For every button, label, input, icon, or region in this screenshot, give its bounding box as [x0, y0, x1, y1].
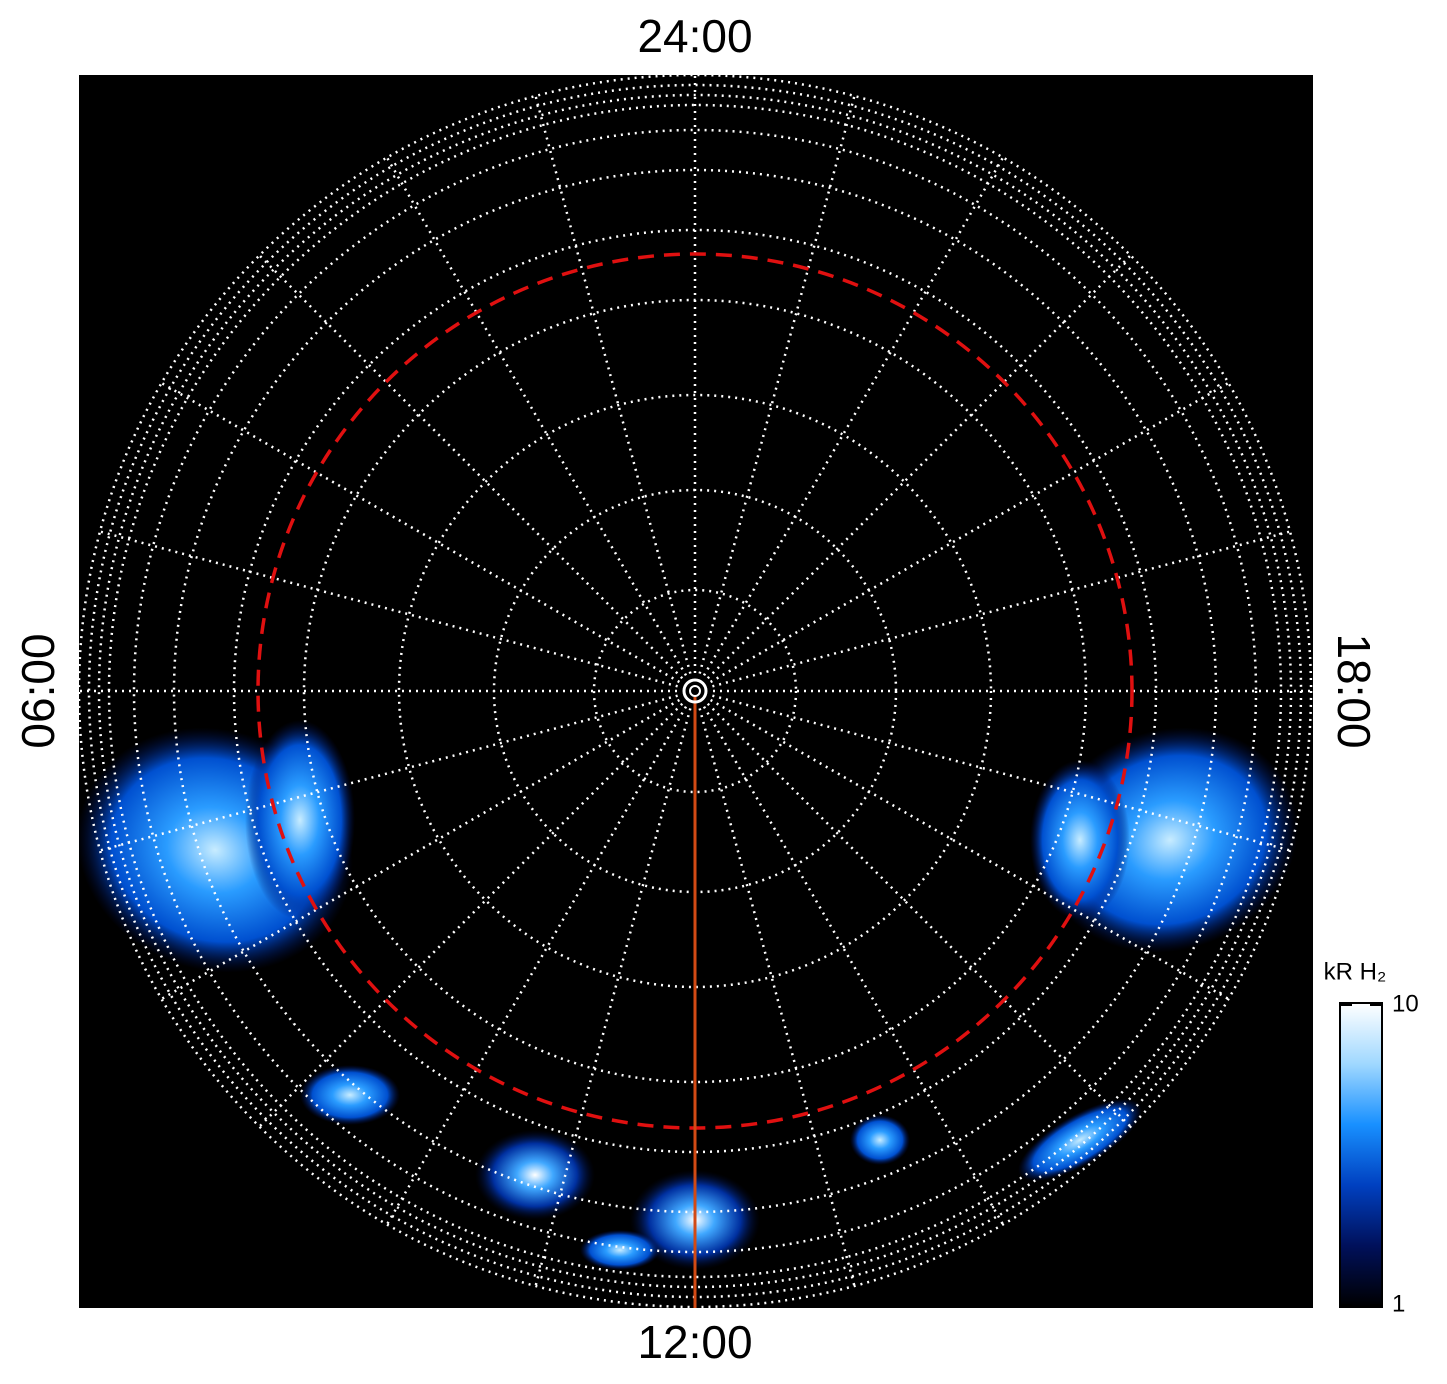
time-label: 12:00 — [637, 1316, 752, 1368]
polar-grid — [79, 75, 1313, 1308]
grid-meridian — [99, 530, 678, 688]
grid-circle — [97, 93, 1293, 1289]
grid-meridian — [706, 254, 1132, 680]
grid-meridian — [160, 381, 681, 684]
emission-noon — [475, 1130, 595, 1220]
grid-meridian — [258, 254, 684, 680]
emission-patch — [850, 1115, 910, 1165]
grid-meridian — [698, 708, 856, 1287]
grid-meridian — [534, 708, 692, 1287]
time-label: 06:00 — [12, 633, 64, 748]
grid-meridian — [385, 705, 688, 1226]
grid-meridian — [534, 95, 692, 674]
emission-dawn — [245, 720, 355, 920]
colorbar-tick-label: 1 — [1392, 1290, 1405, 1317]
pole-marker — [682, 678, 708, 704]
grid-circle — [592, 588, 798, 794]
grid-meridian — [702, 156, 1005, 677]
grid-meridian — [709, 381, 1230, 684]
time-label: 24:00 — [637, 10, 752, 62]
colorbar-ticks: 1 10 — [1340, 990, 1419, 1317]
grid-meridian — [712, 530, 1291, 688]
grid-meridian — [698, 95, 856, 674]
emission-patch — [300, 1065, 400, 1125]
grid-meridian — [709, 698, 1230, 1001]
grid-meridian — [712, 694, 1291, 852]
grid-meridian — [160, 698, 681, 1001]
grid-meridian — [706, 702, 1132, 1128]
colorbar-tick-label: 10 — [1392, 990, 1419, 1017]
grid-meridian — [385, 156, 688, 677]
emission-patch — [580, 1230, 660, 1270]
grid-circle — [172, 168, 1218, 1214]
time-label: 18:00 — [1328, 633, 1380, 748]
grid-meridian — [258, 702, 684, 1128]
grid-circle — [397, 393, 993, 989]
grid-circle — [132, 128, 1258, 1254]
aurora-emission — [79, 720, 1298, 1270]
pole-marker — [689, 685, 701, 697]
colorbar — [1339, 1002, 1383, 1308]
grid-meridian — [702, 705, 1005, 1226]
colorbar-label: kR H₂ — [1324, 958, 1387, 985]
grid-meridian — [99, 694, 678, 852]
